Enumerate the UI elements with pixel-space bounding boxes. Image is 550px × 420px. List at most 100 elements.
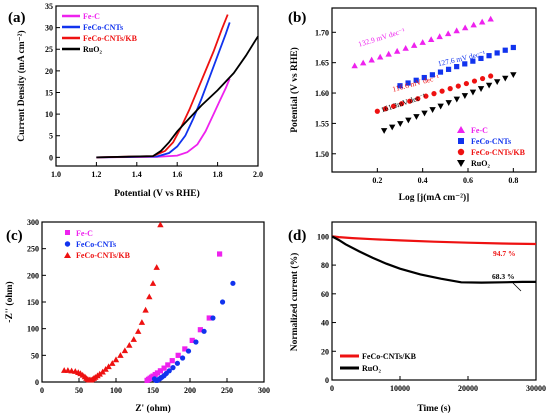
- y-tick-label: 60: [321, 290, 329, 299]
- y-tick-label: 0: [35, 378, 39, 387]
- data-point-fe-c: [189, 337, 195, 343]
- data-point-fe-c: [470, 21, 477, 28]
- y-tick-label: 50: [31, 351, 39, 360]
- tafel-slope-label: 161.3mV dec⁻¹: [380, 91, 427, 114]
- data-point-fe-c: [376, 53, 384, 60]
- data-point-fe-c: [217, 251, 223, 257]
- data-point-ruo: [380, 128, 388, 134]
- y-tick-label: 30: [45, 24, 53, 33]
- data-point-feco-cnts: [421, 74, 427, 81]
- data-point-ruo: [421, 110, 428, 117]
- data-point-feco-cnts: [494, 50, 500, 56]
- data-point-feco-cnts-kb: [121, 347, 129, 354]
- data-point-feco-cnts-kb: [112, 356, 120, 363]
- y-tick-label: 1.50: [315, 150, 329, 159]
- legend-label-ruo2: RuO₂: [83, 45, 102, 54]
- panel-c: (c) -Z'' (ohm) Z' (ohm) 0 50 100 150 200 250 3…: [4, 218, 270, 414]
- data-point-feco-cnts-kb: [109, 360, 116, 366]
- data-point-fe-c: [402, 44, 409, 51]
- legend-marker-feco-cnts-kb: [64, 252, 71, 258]
- series-line-feco-cnts-kb: [331, 235, 537, 246]
- panel-a-label: (a): [8, 10, 26, 26]
- data-point-ruo: [397, 121, 404, 127]
- data-point-fe-c: [165, 362, 171, 368]
- y-tick-label: 150: [27, 298, 39, 307]
- data-point-ruo: [477, 86, 485, 92]
- data-point-feco-cnts-kb: [423, 93, 429, 99]
- data-point-ruo: [510, 72, 517, 79]
- data-point-fe-c: [444, 30, 452, 37]
- series-line-ruo: [331, 235, 536, 284]
- x-tick-label: 0.4: [418, 176, 428, 185]
- x-tick-label: 0: [330, 384, 334, 393]
- panel-b-xlabel: Log [j(mA cm⁻²)]: [399, 192, 470, 203]
- data-point-fe-c: [206, 315, 212, 321]
- panel-c-series: [61, 221, 236, 383]
- panel-b-legend: Fe-C FeCo-CNTs FeCo-CNTs/KB RuO₂: [457, 126, 526, 168]
- data-point-feco-cnts: [180, 355, 186, 361]
- panel-d-legend: FeCo-CNTs/KB RuO₂: [340, 352, 417, 373]
- data-point-feco-cnts: [230, 280, 236, 286]
- x-tick-label: 0: [40, 386, 44, 395]
- data-point-feco-cnts-kb: [126, 342, 133, 348]
- data-point-fe-c: [154, 370, 161, 376]
- x-tick-label: 20000: [458, 384, 478, 393]
- data-point-feco-cnts-kb: [117, 352, 124, 358]
- data-point-feco-cnts: [166, 368, 172, 374]
- legend-label-feco-cnts: FeCo-CNTs: [76, 240, 116, 249]
- series-line-feco-cnts: [96, 22, 231, 159]
- legend-marker-fe-c: [65, 230, 70, 235]
- data-point-feco-cnts-kb: [374, 108, 380, 114]
- x-tick-label: 0.2: [372, 176, 382, 185]
- data-point-fe-c: [487, 15, 494, 22]
- data-point-ruo: [469, 89, 477, 96]
- panel-a-ylabel: Current Density (mA cm⁻²): [16, 30, 27, 141]
- series-line-ruo: [96, 35, 259, 159]
- x-tick-label: 30000: [526, 384, 546, 393]
- y-tick-label: 0: [49, 153, 53, 162]
- data-point-feco-cnts-kb: [138, 319, 146, 325]
- panel-a: (a) Current Density (mA cm⁻²) Potential …: [8, 2, 263, 199]
- panel-d-label: (d): [288, 228, 306, 244]
- data-point-feco-cnts: [502, 47, 508, 53]
- data-point-fe-c: [169, 358, 175, 364]
- data-point-fe-c: [175, 352, 181, 358]
- data-point-feco-cnts-kb: [479, 75, 486, 82]
- y-tick-label: 10: [45, 110, 53, 119]
- data-point-feco-cnts: [210, 315, 216, 321]
- y-tick-label: 1.55: [315, 119, 329, 128]
- data-point-fe-c: [410, 42, 418, 48]
- data-point-feco-cnts: [219, 299, 226, 305]
- series-line-feco-cnts-kb: [96, 14, 229, 159]
- panel-c-ylabel: -Z'' (ohm): [4, 281, 15, 322]
- data-point-feco-cnts-kb: [415, 96, 421, 102]
- y-tick-label: 200: [27, 271, 39, 280]
- legend-marker-ruo2: [457, 160, 465, 167]
- panel-b: (b) Potential (V vs RHE) Log [j(mA cm⁻²)…: [288, 7, 537, 203]
- panel-b-series: [351, 15, 517, 134]
- data-point-ruo: [453, 96, 461, 103]
- data-point-feco-cnts: [185, 348, 192, 354]
- legend-label-feco-cnts: FeCo-CNTs: [471, 137, 511, 146]
- data-point-feco-cnts-kb: [105, 363, 112, 370]
- x-tick-label: 1.2: [91, 170, 101, 179]
- data-point-feco-cnts-kb: [146, 293, 153, 300]
- panel-d-xlabel: Time (s): [417, 403, 450, 414]
- x-tick-label: 200: [184, 386, 196, 395]
- legend-marker-feco-cnts-kb: [457, 148, 465, 156]
- panel-d-series: [331, 235, 537, 284]
- y-tick-label: 20: [321, 347, 329, 356]
- data-point-feco-cnts-kb: [399, 101, 405, 107]
- legend-label-feco-cnts-kb: FeCo-CNTs/KB: [76, 251, 131, 260]
- panel-a-series: [96, 14, 259, 159]
- legend-marker-fe-c: [457, 126, 465, 133]
- data-point-fe-c: [161, 365, 167, 371]
- legend-marker-feco-cnts: [64, 241, 71, 247]
- data-point-feco-cnts: [462, 61, 468, 67]
- legend-label-fe-c: Fe-C: [83, 12, 100, 21]
- data-point-fe-c: [385, 50, 392, 57]
- panel-b-label: (b): [288, 10, 306, 26]
- data-point-feco-cnts: [429, 72, 435, 78]
- annotation-68-3: 68.3 %: [492, 272, 515, 281]
- series-line-fe-c: [96, 78, 231, 159]
